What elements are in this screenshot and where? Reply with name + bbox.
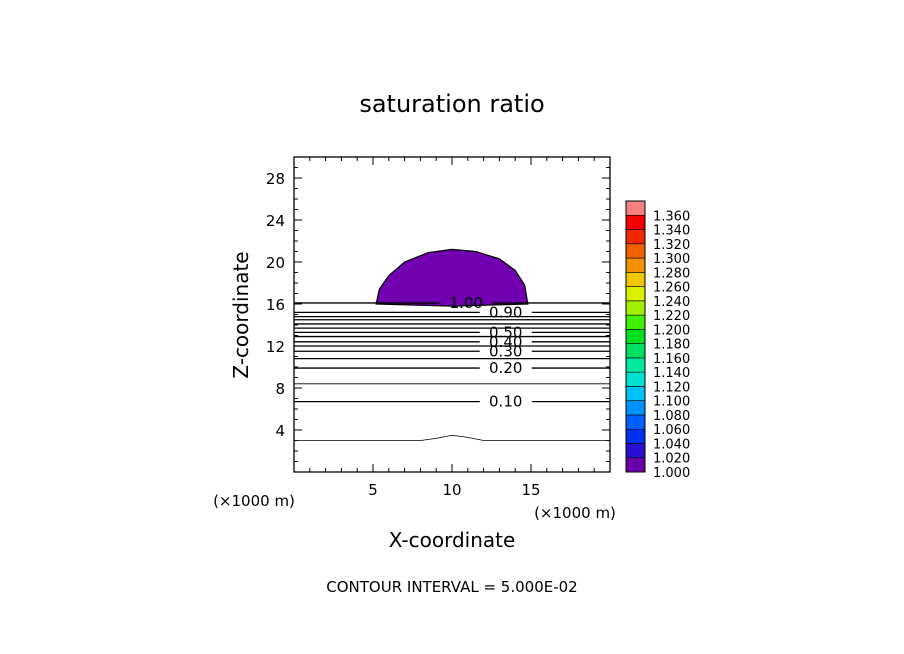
colorbar-label: 1.320 xyxy=(653,238,690,253)
colorbar-swatch xyxy=(625,272,646,287)
y-tick-label: 8 xyxy=(275,380,285,398)
y-tick-label: 4 xyxy=(275,422,285,440)
plot-frame xyxy=(293,156,611,473)
colorbar-swatch xyxy=(625,371,646,387)
colorbar-frame xyxy=(625,200,646,473)
x-tick-label: 5 xyxy=(368,481,378,499)
colorbar-label: 1.220 xyxy=(653,309,690,324)
colorbar-label: 1.340 xyxy=(653,224,690,239)
colorbar-swatch xyxy=(625,329,646,344)
contour-label: 0.40 xyxy=(489,333,522,351)
contour-label: 1.00 xyxy=(450,294,483,312)
colorbar-swatch xyxy=(625,414,646,430)
colorbar-swatch xyxy=(625,443,646,459)
colorbar-label: 1.140 xyxy=(653,366,690,381)
colorbar-swatch xyxy=(625,286,646,302)
plot-area: 0.10 0.200.300.400.50 0.90 1.00 5 10 15 4 8 12 16 2… xyxy=(266,156,611,499)
colorbar-label: 1.360 xyxy=(653,209,690,224)
colorbar-label: 1.260 xyxy=(653,281,690,296)
contour-label: 0.90 xyxy=(489,303,522,321)
contour-interval-note: CONTOUR INTERVAL = 5.000E-02 xyxy=(326,578,577,596)
colorbar-swatch xyxy=(625,257,646,273)
colorbar-swatch xyxy=(625,243,646,259)
colorbar-label: 1.100 xyxy=(653,395,690,410)
colorbar-swatch xyxy=(625,214,646,230)
colorbar: 1.0001.0201.0401.0601.0801.1001.1201.140… xyxy=(625,200,690,481)
colorbar-label: 1.200 xyxy=(653,323,690,338)
colorbar-label: 1.000 xyxy=(653,466,690,481)
colorbar-label: 1.080 xyxy=(653,409,690,424)
colorbar-swatch xyxy=(625,300,646,316)
colorbar-label: 1.280 xyxy=(653,266,690,281)
chart-title: saturation ratio xyxy=(359,90,544,118)
colorbar-label: 1.180 xyxy=(653,338,690,353)
x-unit-left: (×1000 m) xyxy=(213,492,295,510)
y-tick-label: 20 xyxy=(266,254,285,272)
colorbar-label: 1.020 xyxy=(653,452,690,467)
colorbar-swatch xyxy=(625,457,646,473)
contour-line-bottom xyxy=(294,434,610,441)
colorbar-swatch xyxy=(625,357,646,373)
contour-label: 0.30 xyxy=(489,342,522,360)
contour-label: 0.50 xyxy=(489,323,522,341)
colorbar-swatch xyxy=(625,428,646,444)
colorbar-swatch xyxy=(625,343,646,359)
colorbar-label: 1.120 xyxy=(653,380,690,395)
colorbar-swatch xyxy=(625,229,646,245)
colorbar-label: 1.160 xyxy=(653,352,690,367)
y-tick-label: 12 xyxy=(266,338,285,356)
y-tick-label: 24 xyxy=(266,212,285,230)
colorbar-swatch xyxy=(625,200,646,216)
colorbar-label: 1.040 xyxy=(653,437,690,452)
colorbar-swatch xyxy=(625,386,646,401)
colorbar-label: 1.300 xyxy=(653,252,690,267)
contour-label: 0.10 xyxy=(489,393,522,411)
y-axis-title: Z-coordinate xyxy=(229,251,253,378)
y-tick-label: 28 xyxy=(266,170,285,188)
x-tick-label: 10 xyxy=(442,481,461,499)
x-tick-label: 15 xyxy=(521,481,540,499)
x-unit-right: (×1000 m) xyxy=(534,504,616,522)
colorbar-label: 1.240 xyxy=(653,295,690,310)
y-tick-label: 16 xyxy=(266,296,285,314)
colorbar-label: 1.060 xyxy=(653,423,690,438)
contour-label: 0.20 xyxy=(489,359,522,377)
x-axis-title: X-coordinate xyxy=(389,528,516,552)
filled-region-1.00 xyxy=(375,248,529,307)
colorbar-swatch xyxy=(625,400,646,416)
colorbar-swatch xyxy=(625,314,646,330)
